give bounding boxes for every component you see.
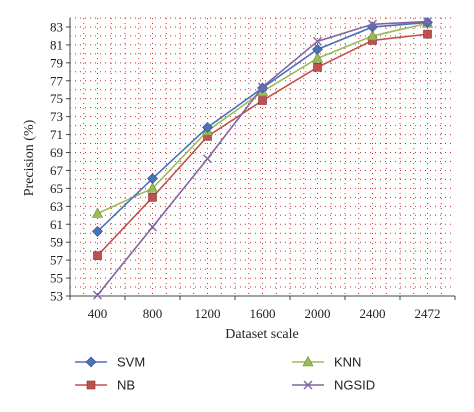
x-tick-label: 1200: [195, 306, 221, 321]
data-point-knn: [312, 52, 323, 63]
data-point-knn: [367, 29, 378, 41]
y-tick-label: 59: [50, 235, 63, 250]
axes: [69, 18, 455, 297]
y-tick-label: 83: [50, 19, 63, 34]
marker-stroke: [258, 82, 267, 92]
data-point-svm: [312, 43, 323, 55]
y-tick-label: 75: [50, 91, 63, 106]
x-tick-label: 2000: [305, 306, 331, 321]
x-tick-label: 1600: [250, 306, 276, 321]
series-nb: [93, 29, 432, 260]
x-axis-label: Dataset scale: [225, 327, 298, 342]
data-point-svm: [147, 173, 158, 184]
y-tick-label: 55: [50, 271, 63, 286]
legend-item-ngsid: NGSID: [292, 378, 375, 393]
data-point-nb: [258, 96, 267, 105]
series-line-nb: [96, 33, 428, 257]
data-point-knn: [92, 207, 103, 218]
data-point-nb: [423, 29, 432, 39]
y-tick-label: 71: [50, 127, 63, 142]
data-point-ngsid: [203, 154, 212, 164]
marker-stroke: [303, 380, 313, 390]
data-point-knn: [147, 182, 158, 193]
y-tick-label: 69: [50, 145, 63, 160]
series-ngsid: [93, 17, 432, 300]
y-tick-label: 81: [50, 37, 63, 52]
legend-item-svm: SVM: [75, 355, 145, 370]
y-tick-labels: 53 55 57 59 61 63 65 67 69 71 73 75 77 79 81 83: [50, 19, 70, 304]
y-tick-label: 63: [50, 199, 63, 214]
legend: SVM KNN NB NGSID: [75, 355, 375, 393]
grid: [70, 17, 455, 296]
series-group: [92, 17, 433, 300]
y-tick-label: 61: [50, 217, 63, 232]
data-point-ngsid: [258, 82, 267, 92]
legend-label-nb: NB: [117, 378, 135, 393]
data-point-ngsid: [148, 222, 157, 232]
marker-stroke: [313, 36, 322, 46]
y-tick-label: 67: [50, 163, 64, 178]
x-tick-label: 400: [88, 306, 108, 321]
legend-label-knn: KNN: [334, 355, 361, 370]
legend-marker-ngsid: [303, 380, 313, 390]
data-point-ngsid: [313, 36, 322, 46]
y-tick-label: 77: [50, 73, 64, 88]
data-point-svm: [92, 226, 103, 237]
y-tick-label: 53: [50, 289, 63, 304]
data-point-ngsid: [423, 17, 432, 27]
legend-item-knn: KNN: [292, 355, 361, 370]
marker-stroke: [368, 19, 377, 29]
marker-stroke: [148, 222, 157, 232]
x-tick-label: 2472: [415, 306, 441, 321]
y-tick-label: 79: [50, 55, 63, 70]
data-point-nb: [93, 251, 102, 260]
data-point-nb: [313, 63, 322, 72]
marker-stroke: [203, 154, 212, 164]
marker-stroke: [423, 17, 432, 27]
data-point-ngsid: [93, 290, 102, 300]
x-tick-labels: 400 800 1200 1600 2000 2400 2472: [69, 296, 456, 321]
y-tick-label: 65: [50, 181, 63, 196]
marker-stroke: [93, 290, 102, 300]
y-tick-label: 57: [50, 253, 64, 268]
legend-label-ngsid: NGSID: [334, 378, 375, 393]
legend-label-svm: SVM: [117, 355, 145, 370]
legend-marker-svm: [85, 356, 97, 368]
legend-marker-knn: [302, 355, 314, 367]
legend-item-nb: NB: [75, 378, 135, 393]
y-tick-label: 73: [50, 109, 63, 124]
legend-marker-nb: [86, 380, 96, 390]
y-axis-label: Precision (%): [22, 119, 37, 196]
data-point-nb: [148, 193, 157, 202]
data-point-ngsid: [368, 19, 377, 29]
x-tick-label: 800: [143, 306, 163, 321]
data-point-svm: [202, 121, 213, 133]
x-tick-label: 2400: [360, 306, 386, 321]
